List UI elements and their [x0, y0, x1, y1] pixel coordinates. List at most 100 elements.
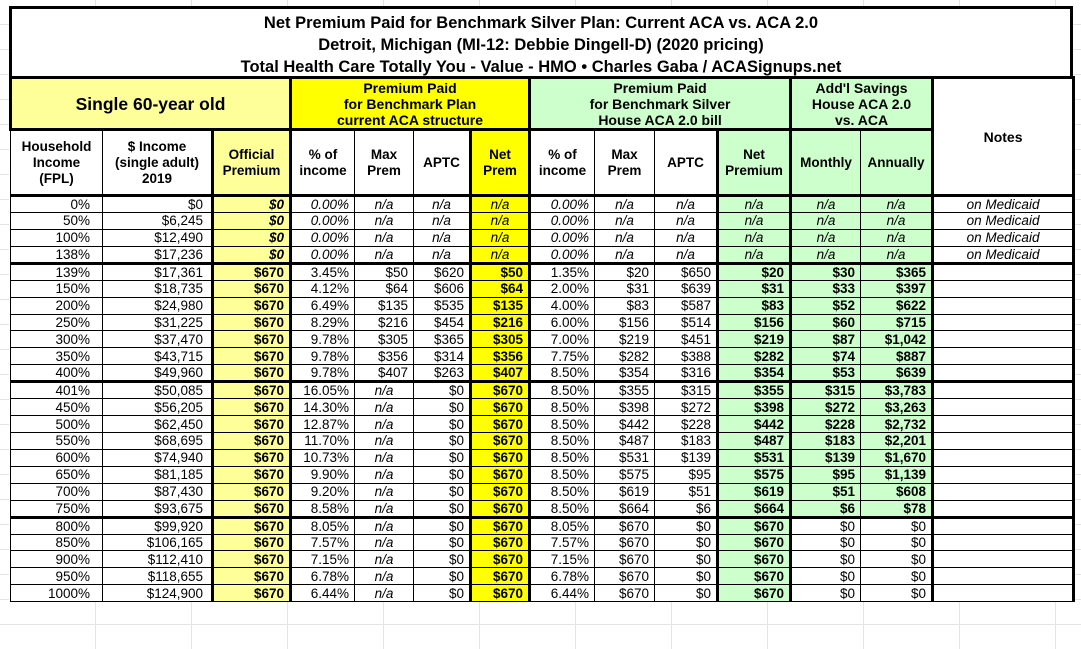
cell-a_aptc[interactable]: $0	[413, 499, 472, 519]
cell-h_aptc[interactable]: $6	[654, 499, 719, 519]
cell-a_aptc[interactable]: $0	[413, 567, 472, 586]
cell-income[interactable]: $0	[102, 195, 213, 213]
cell-annually[interactable]: $0	[860, 533, 934, 552]
cell-fpl[interactable]: 100%	[10, 228, 103, 247]
cell-h_net[interactable]: $355	[716, 381, 793, 400]
cell-monthly[interactable]: $0	[790, 533, 862, 552]
cell-a_pct[interactable]: 8.29%	[290, 313, 356, 332]
cell-annually[interactable]: $639	[860, 364, 934, 384]
cell-notes[interactable]	[931, 415, 1076, 434]
cell-h_net[interactable]: $670	[716, 516, 793, 535]
cell-h_net[interactable]: n/a	[716, 228, 793, 247]
cell-h_max[interactable]: $575	[594, 465, 656, 484]
cell-a_max[interactable]: $216	[354, 313, 415, 332]
cell-a_max[interactable]: n/a	[354, 228, 415, 247]
cell-h_pct[interactable]: 0.00%	[529, 228, 596, 247]
cell-h_aptc[interactable]: $650	[654, 262, 719, 281]
cell-a_aptc[interactable]: $0	[413, 381, 472, 400]
cell-annually[interactable]: n/a	[860, 245, 934, 265]
cell-monthly[interactable]: $53	[790, 364, 862, 384]
cell-notes[interactable]	[931, 584, 1076, 603]
cell-h_max[interactable]: $670	[594, 567, 656, 586]
cell-h_aptc[interactable]: $587	[654, 296, 719, 315]
cell-annually[interactable]: $2,732	[860, 415, 934, 434]
cell-h_aptc[interactable]: $183	[654, 432, 719, 450]
table-title-cell[interactable]: Net Premium Paid for Benchmark Silver Pl…	[9, 6, 1073, 76]
cell-a_aptc[interactable]: $0	[413, 533, 472, 552]
cell-h_net[interactable]: $282	[716, 347, 793, 366]
cell-a_max[interactable]: n/a	[354, 516, 415, 535]
cell-notes[interactable]: on Medicaid	[931, 195, 1076, 213]
cell-a_net[interactable]: $670	[469, 533, 532, 552]
cell-monthly[interactable]: $183	[790, 432, 862, 450]
cell-annually[interactable]: $3,263	[860, 398, 934, 417]
cell-a_max[interactable]: n/a	[354, 415, 415, 434]
cell-a_aptc[interactable]: $0	[413, 550, 472, 569]
cell-monthly[interactable]: $74	[790, 347, 862, 366]
cell-official[interactable]: $670	[210, 381, 293, 400]
cell-income[interactable]: $68,695	[102, 432, 213, 450]
cell-a_pct[interactable]: 9.78%	[290, 330, 356, 349]
cell-income[interactable]: $6,245	[102, 212, 213, 230]
cell-official[interactable]: $670	[210, 432, 293, 450]
cell-a_aptc[interactable]: $314	[413, 347, 472, 366]
cell-h_max[interactable]: n/a	[594, 212, 656, 230]
cell-notes[interactable]	[931, 296, 1076, 315]
cell-annually[interactable]: $1,139	[860, 465, 934, 484]
cell-a_net[interactable]: $50	[469, 262, 532, 281]
cell-h_net[interactable]: $670	[716, 533, 793, 552]
cell-h_pct[interactable]: 2.00%	[529, 279, 596, 298]
cell-a_max[interactable]: n/a	[354, 195, 415, 213]
cell-annually[interactable]: $0	[860, 567, 934, 586]
cell-a_max[interactable]: $356	[354, 347, 415, 366]
cell-h_max[interactable]: n/a	[594, 228, 656, 247]
cell-official[interactable]: $670	[210, 584, 293, 603]
cell-a_aptc[interactable]: n/a	[413, 245, 472, 265]
cell-h_max[interactable]: $83	[594, 296, 656, 315]
cell-h_pct[interactable]: 8.50%	[529, 482, 596, 501]
cell-h_aptc[interactable]: $514	[654, 313, 719, 332]
cell-official[interactable]: $0	[210, 228, 293, 247]
cell-h_pct[interactable]: 0.00%	[529, 195, 596, 213]
cell-a_max[interactable]: n/a	[354, 245, 415, 265]
cell-monthly[interactable]: $272	[790, 398, 862, 417]
cell-official[interactable]: $670	[210, 398, 293, 417]
cell-a_max[interactable]: $50	[354, 262, 415, 281]
cell-h_max[interactable]: $487	[594, 432, 656, 450]
cell-fpl[interactable]: 401%	[10, 381, 103, 400]
cell-notes[interactable]: on Medicaid	[931, 212, 1076, 230]
cell-h_max[interactable]: $156	[594, 313, 656, 332]
cell-a_pct[interactable]: 9.78%	[290, 364, 356, 384]
cell-notes[interactable]	[931, 567, 1076, 586]
cell-h_aptc[interactable]: $315	[654, 381, 719, 400]
cell-fpl[interactable]: 900%	[10, 550, 103, 569]
cell-monthly[interactable]: $52	[790, 296, 862, 315]
cell-annually[interactable]: $887	[860, 347, 934, 366]
cell-h_net[interactable]: $83	[716, 296, 793, 315]
cell-income[interactable]: $49,960	[102, 364, 213, 384]
cell-annually[interactable]: n/a	[860, 228, 934, 247]
cell-h_aptc[interactable]: $316	[654, 364, 719, 384]
cell-monthly[interactable]: $6	[790, 499, 862, 519]
cell-h_net[interactable]: n/a	[716, 245, 793, 265]
cell-annually[interactable]: n/a	[860, 195, 934, 213]
cell-official[interactable]: $670	[210, 533, 293, 552]
cell-notes[interactable]: on Medicaid	[931, 228, 1076, 247]
cell-income[interactable]: $50,085	[102, 381, 213, 400]
cell-h_aptc[interactable]: $228	[654, 415, 719, 434]
cell-a_net[interactable]: n/a	[469, 228, 532, 247]
cell-monthly[interactable]: n/a	[790, 228, 862, 247]
cell-h_pct[interactable]: 7.57%	[529, 533, 596, 552]
cell-a_max[interactable]: n/a	[354, 432, 415, 450]
cell-income[interactable]: $17,236	[102, 245, 213, 265]
cell-annually[interactable]: $1,670	[860, 448, 934, 467]
cell-a_net[interactable]: $356	[469, 347, 532, 366]
cell-h_pct[interactable]: 8.50%	[529, 364, 596, 384]
cell-notes[interactable]	[931, 516, 1076, 535]
cell-a_pct[interactable]: 0.00%	[290, 245, 356, 265]
cell-notes[interactable]	[931, 499, 1076, 519]
cell-a_net[interactable]: n/a	[469, 245, 532, 265]
cell-monthly[interactable]: $95	[790, 465, 862, 484]
cell-a_aptc[interactable]: $0	[413, 584, 472, 603]
column-header-aca20-pct-income[interactable]: % of income	[529, 129, 596, 197]
